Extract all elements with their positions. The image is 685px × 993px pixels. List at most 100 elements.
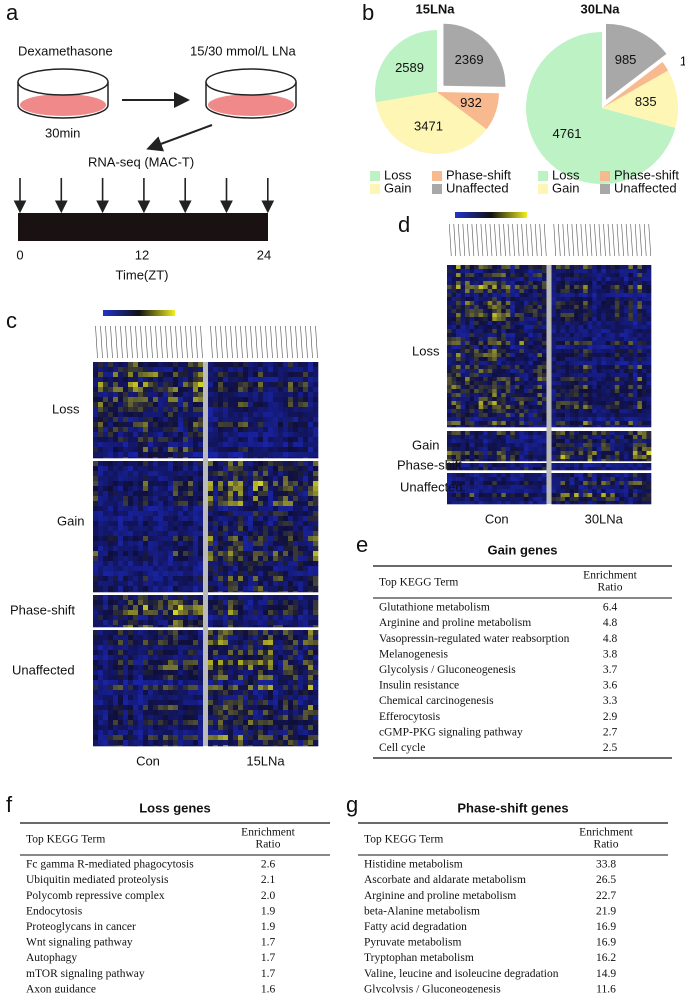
heatmap-cell xyxy=(248,740,254,746)
sample-header xyxy=(180,325,183,359)
heatmap-cell xyxy=(158,620,164,626)
heatmap-cell xyxy=(253,516,259,522)
heatmap-cell xyxy=(138,367,144,373)
heatmap-cell xyxy=(148,695,154,701)
heatmap-cell xyxy=(298,466,304,472)
heatmap-cell xyxy=(98,655,104,661)
heatmap-cell xyxy=(313,367,319,373)
heatmap-cell xyxy=(138,685,144,691)
heatmap-cell xyxy=(118,566,124,572)
heatmap-cell xyxy=(605,301,611,306)
heatmap-cell xyxy=(243,362,249,368)
heatmap-cell xyxy=(268,447,274,453)
heatmap-cell xyxy=(233,576,239,582)
heatmap-cell xyxy=(98,715,104,721)
heatmap-cell xyxy=(183,685,189,691)
heatmap-cell xyxy=(98,496,104,502)
heatmap-cell xyxy=(514,273,520,278)
heatmap-cell xyxy=(505,265,511,270)
heatmap-cell xyxy=(313,536,319,542)
heatmap-cell xyxy=(646,365,652,370)
heatmap-cell xyxy=(478,381,484,386)
heatmap-cell xyxy=(148,655,154,661)
heatmap-cell xyxy=(556,329,561,334)
heatmap-cell xyxy=(153,605,159,611)
legend-swatch xyxy=(370,171,380,181)
heatmap-cell xyxy=(258,556,264,562)
heatmap-cell xyxy=(601,381,607,386)
heatmap-cell xyxy=(474,369,479,374)
heatmap-cell xyxy=(218,625,224,628)
heatmap-cell xyxy=(565,377,570,382)
heatmap-cell xyxy=(218,571,224,577)
heatmap-cell xyxy=(537,325,543,330)
heatmap-cell xyxy=(158,690,164,696)
heatmap-cell xyxy=(223,461,229,467)
heatmap-cell xyxy=(496,297,502,302)
heatmap-cell xyxy=(532,273,538,278)
heatmap-cell xyxy=(278,417,284,423)
heatmap-cell xyxy=(283,630,289,636)
heatmap-cell xyxy=(451,389,457,394)
heatmap-cell xyxy=(496,309,502,314)
heatmap-cell xyxy=(148,556,154,562)
heatmap-cell xyxy=(118,705,124,711)
heatmap-cell xyxy=(148,481,154,487)
heatmap-cell xyxy=(288,466,294,472)
heatmap-cell xyxy=(288,471,294,477)
heatmap-cell xyxy=(278,595,284,601)
heatmap-cell xyxy=(474,325,479,330)
heatmap-cell xyxy=(501,385,507,390)
heatmap-cell xyxy=(108,735,114,741)
heatmap-cell xyxy=(646,321,652,326)
heatmap-cell xyxy=(168,740,174,746)
heatmap-cell xyxy=(619,329,625,334)
heatmap-cell xyxy=(228,685,234,691)
heatmap-cell xyxy=(541,341,547,346)
heatmap-cell xyxy=(148,710,154,716)
heatmap-cell xyxy=(213,620,219,626)
heatmap-cell xyxy=(263,571,269,577)
heatmap-cell xyxy=(278,591,284,593)
heatmap-cell xyxy=(93,710,99,716)
heatmap-cell xyxy=(173,556,179,562)
heatmap-cell xyxy=(223,700,229,706)
heatmap-cell xyxy=(308,506,314,512)
heatmap-cell xyxy=(574,281,579,286)
heatmap-cell xyxy=(108,422,114,428)
heatmap-cell xyxy=(628,329,634,334)
heatmap-cell xyxy=(163,521,169,527)
heatmap-cell xyxy=(183,625,189,628)
heatmap-cell xyxy=(288,690,294,696)
sample-header xyxy=(240,325,243,359)
heatmap-cell xyxy=(514,333,520,338)
heatmap-cell xyxy=(283,427,289,433)
heatmap-cell xyxy=(113,387,119,393)
heatmap-cell xyxy=(138,442,144,448)
heatmap-cell xyxy=(168,382,174,388)
heatmap-cell xyxy=(273,680,279,686)
heatmap-cell xyxy=(183,670,189,676)
heatmap-cell xyxy=(587,309,593,314)
legend-label: Gain xyxy=(384,180,411,195)
heatmap-cell xyxy=(474,281,479,286)
heatmap-cell xyxy=(218,437,224,443)
heatmap-cell xyxy=(541,321,547,326)
heatmap-cell xyxy=(451,337,457,342)
heatmap-cell xyxy=(158,521,164,527)
heatmap-cell xyxy=(128,660,134,666)
heatmap-cell xyxy=(273,591,279,593)
heatmap-cell xyxy=(583,345,588,350)
heatmap-cell xyxy=(313,437,319,443)
heatmap-cell xyxy=(273,630,279,636)
heatmap-cell xyxy=(173,715,179,721)
heatmap-cell xyxy=(118,630,124,636)
heatmap-cell xyxy=(601,321,607,326)
heatmap-cell xyxy=(218,367,224,373)
heatmap-cell xyxy=(218,600,224,606)
heatmap-cell xyxy=(565,321,570,326)
heatmap-cell xyxy=(523,317,529,322)
heatmap-cell xyxy=(248,491,254,497)
heatmap-cell xyxy=(128,595,134,601)
heatmap-cell xyxy=(298,640,304,646)
